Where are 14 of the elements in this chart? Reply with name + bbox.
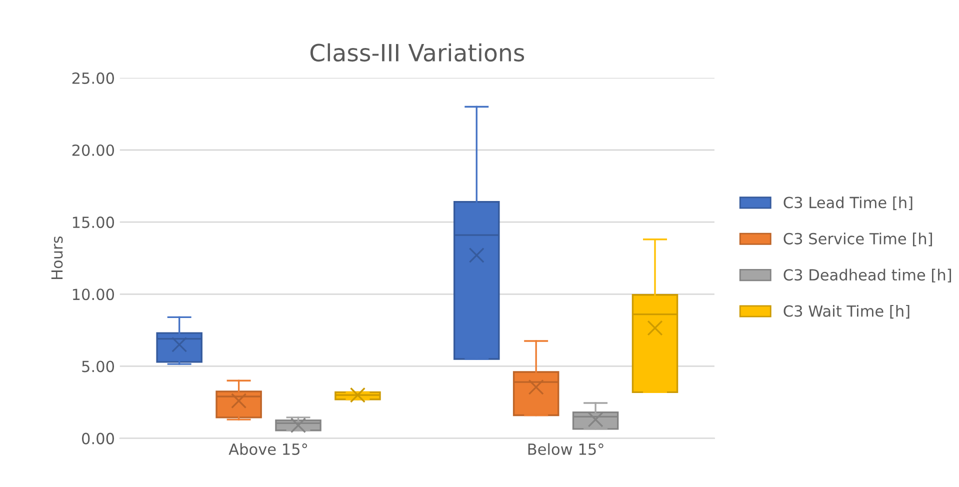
x-tick-label: Above 15° bbox=[228, 443, 307, 455]
legend-label: C3 Deadhead time [h] bbox=[784, 268, 952, 282]
y-tick-label: 15.00 bbox=[72, 216, 114, 228]
y-tick-label: 0.00 bbox=[82, 432, 114, 444]
y-tick-label: 20.00 bbox=[72, 144, 114, 156]
legend-label: C3 Lead Time [h] bbox=[784, 196, 912, 210]
chart-title: Class-III Variations bbox=[310, 43, 524, 62]
y-tick-label: 10.00 bbox=[72, 288, 114, 300]
legend-label: C3 Wait Time [h] bbox=[784, 304, 910, 319]
x-tick-label: Below 15° bbox=[528, 443, 604, 455]
y-axis-title: Hours bbox=[51, 236, 63, 279]
legend-label: C3 Service Time [h] bbox=[784, 232, 932, 246]
y-tick-label: 5.00 bbox=[82, 360, 114, 372]
y-tick-label: 25.00 bbox=[72, 72, 114, 84]
